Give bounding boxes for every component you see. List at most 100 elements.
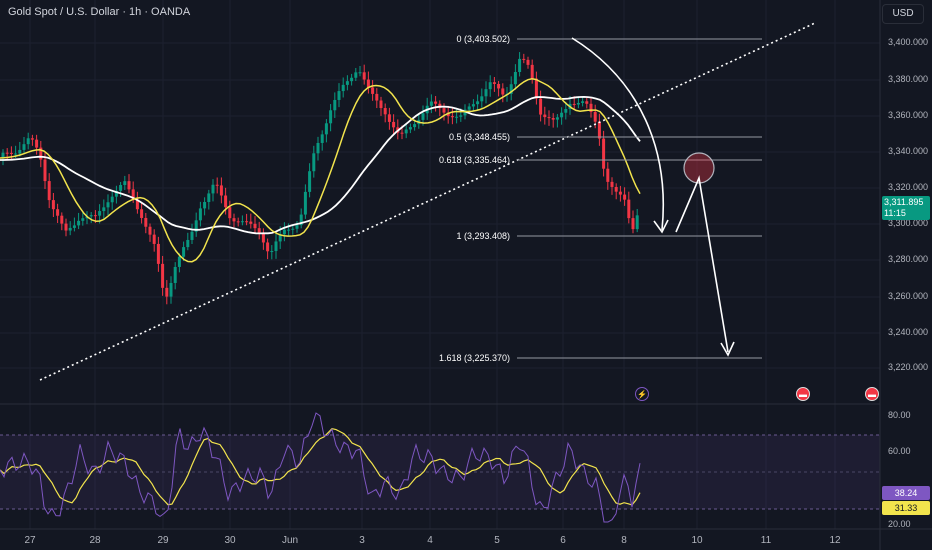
candle bbox=[547, 110, 551, 126]
candle bbox=[106, 194, 110, 216]
candle bbox=[329, 104, 333, 132]
time-axis-label: 8 bbox=[621, 535, 627, 546]
candle bbox=[379, 96, 383, 116]
candle bbox=[203, 197, 207, 216]
candle bbox=[316, 136, 320, 161]
candle bbox=[127, 174, 131, 194]
candle bbox=[295, 221, 299, 233]
candle bbox=[526, 56, 530, 69]
candle bbox=[270, 245, 274, 260]
price-axis-label: 3,400.000 bbox=[888, 37, 929, 47]
candle bbox=[215, 177, 219, 194]
rsi-line bbox=[0, 412, 641, 523]
price-axis-label: 3,380.000 bbox=[888, 74, 929, 84]
candle bbox=[618, 185, 622, 202]
candle bbox=[471, 99, 475, 111]
candle bbox=[148, 223, 152, 242]
rsi-axis-label: 60.00 bbox=[888, 446, 911, 456]
trendline bbox=[39, 22, 816, 381]
candle bbox=[522, 53, 526, 64]
candle bbox=[47, 173, 51, 209]
candle bbox=[476, 94, 480, 110]
candle bbox=[509, 76, 513, 101]
candle bbox=[198, 201, 202, 227]
curved-arrow bbox=[571, 37, 665, 231]
candle bbox=[581, 96, 585, 107]
candle bbox=[610, 177, 614, 195]
candle bbox=[488, 75, 492, 97]
time-axis-label: 10 bbox=[691, 535, 703, 546]
candle bbox=[539, 90, 543, 122]
candle bbox=[68, 221, 72, 236]
fib-level-label: 0.5 (3,348.455) bbox=[448, 132, 510, 142]
candle bbox=[102, 199, 106, 220]
candle bbox=[165, 280, 169, 305]
candle bbox=[387, 107, 391, 130]
candle bbox=[366, 71, 370, 94]
lightning-icon[interactable]: ⚡ bbox=[635, 387, 649, 401]
price-axis-label: 3,280.000 bbox=[888, 254, 929, 264]
candle bbox=[375, 88, 379, 109]
candle bbox=[110, 189, 114, 210]
curved-arrow-head bbox=[653, 219, 669, 234]
candle bbox=[484, 81, 488, 104]
candle bbox=[303, 184, 307, 219]
flag-icon[interactable]: ▬ bbox=[796, 387, 810, 401]
candle bbox=[627, 191, 631, 224]
moving-average-fast bbox=[0, 78, 641, 263]
candle bbox=[77, 212, 81, 230]
candle bbox=[635, 208, 639, 233]
candle bbox=[182, 241, 186, 262]
candle bbox=[576, 96, 580, 109]
candle bbox=[429, 94, 433, 114]
candle bbox=[341, 77, 345, 98]
time-axis-label: Jun bbox=[281, 535, 299, 546]
rsi-axis-label: 80.00 bbox=[888, 410, 911, 420]
price-axis-label: 3,340.000 bbox=[888, 146, 929, 156]
candle bbox=[337, 83, 341, 108]
rsi-value-tag: 38.24 bbox=[882, 486, 930, 500]
time-axis-label: 5 bbox=[494, 535, 500, 546]
current-price-tag: 3,311.895 11:15 bbox=[882, 196, 930, 220]
time-axis-label: 3 bbox=[359, 535, 365, 546]
candle bbox=[245, 213, 249, 226]
candle bbox=[408, 123, 412, 134]
time-axis-label: 4 bbox=[427, 535, 433, 546]
candle bbox=[513, 64, 517, 90]
candle bbox=[249, 213, 253, 229]
price-axis-label: 3,360.000 bbox=[888, 110, 929, 120]
candle bbox=[236, 217, 240, 227]
currency-button[interactable]: USD bbox=[882, 4, 924, 24]
time-axis-label: 29 bbox=[157, 535, 169, 546]
candle bbox=[190, 223, 194, 244]
candle bbox=[119, 181, 123, 197]
candle bbox=[560, 107, 564, 125]
candle bbox=[501, 83, 505, 103]
flag-icon[interactable]: ▬ bbox=[865, 387, 879, 401]
candle bbox=[89, 212, 93, 224]
candle bbox=[324, 119, 328, 143]
candle bbox=[602, 130, 606, 177]
candle bbox=[261, 228, 265, 250]
candle bbox=[173, 262, 177, 290]
candle bbox=[56, 203, 60, 224]
candle bbox=[35, 134, 39, 155]
candle bbox=[308, 163, 312, 198]
candle bbox=[207, 189, 211, 210]
candle bbox=[152, 229, 156, 252]
candle bbox=[585, 97, 589, 109]
time-axis-label: 30 bbox=[224, 535, 236, 546]
price-axis-label: 3,220.000 bbox=[888, 362, 929, 372]
current-price: 3,311.895 bbox=[884, 197, 924, 207]
candle bbox=[232, 213, 236, 228]
candle bbox=[534, 71, 538, 105]
moving-average-slow bbox=[0, 95, 641, 235]
fib-level-label: 0 (3,403.502) bbox=[456, 34, 510, 44]
candle bbox=[51, 192, 55, 217]
candle bbox=[30, 134, 34, 146]
symbol-title[interactable]: Gold Spot / U.S. Dollar · 1h · OANDA bbox=[8, 6, 191, 18]
candle bbox=[274, 234, 278, 259]
projection-arrow bbox=[675, 175, 729, 353]
candle bbox=[362, 64, 366, 85]
